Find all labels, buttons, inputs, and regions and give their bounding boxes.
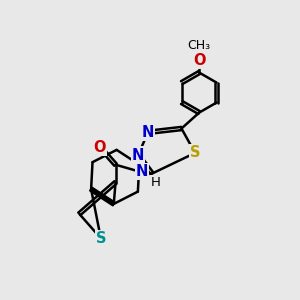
Text: O: O bbox=[193, 53, 206, 68]
Text: N: N bbox=[142, 125, 154, 140]
Text: N: N bbox=[136, 164, 148, 179]
Text: H: H bbox=[151, 176, 161, 189]
Text: N: N bbox=[132, 148, 144, 163]
Text: O: O bbox=[94, 140, 106, 154]
Text: S: S bbox=[190, 146, 200, 160]
Text: CH₃: CH₃ bbox=[188, 39, 211, 52]
Text: S: S bbox=[96, 231, 106, 246]
